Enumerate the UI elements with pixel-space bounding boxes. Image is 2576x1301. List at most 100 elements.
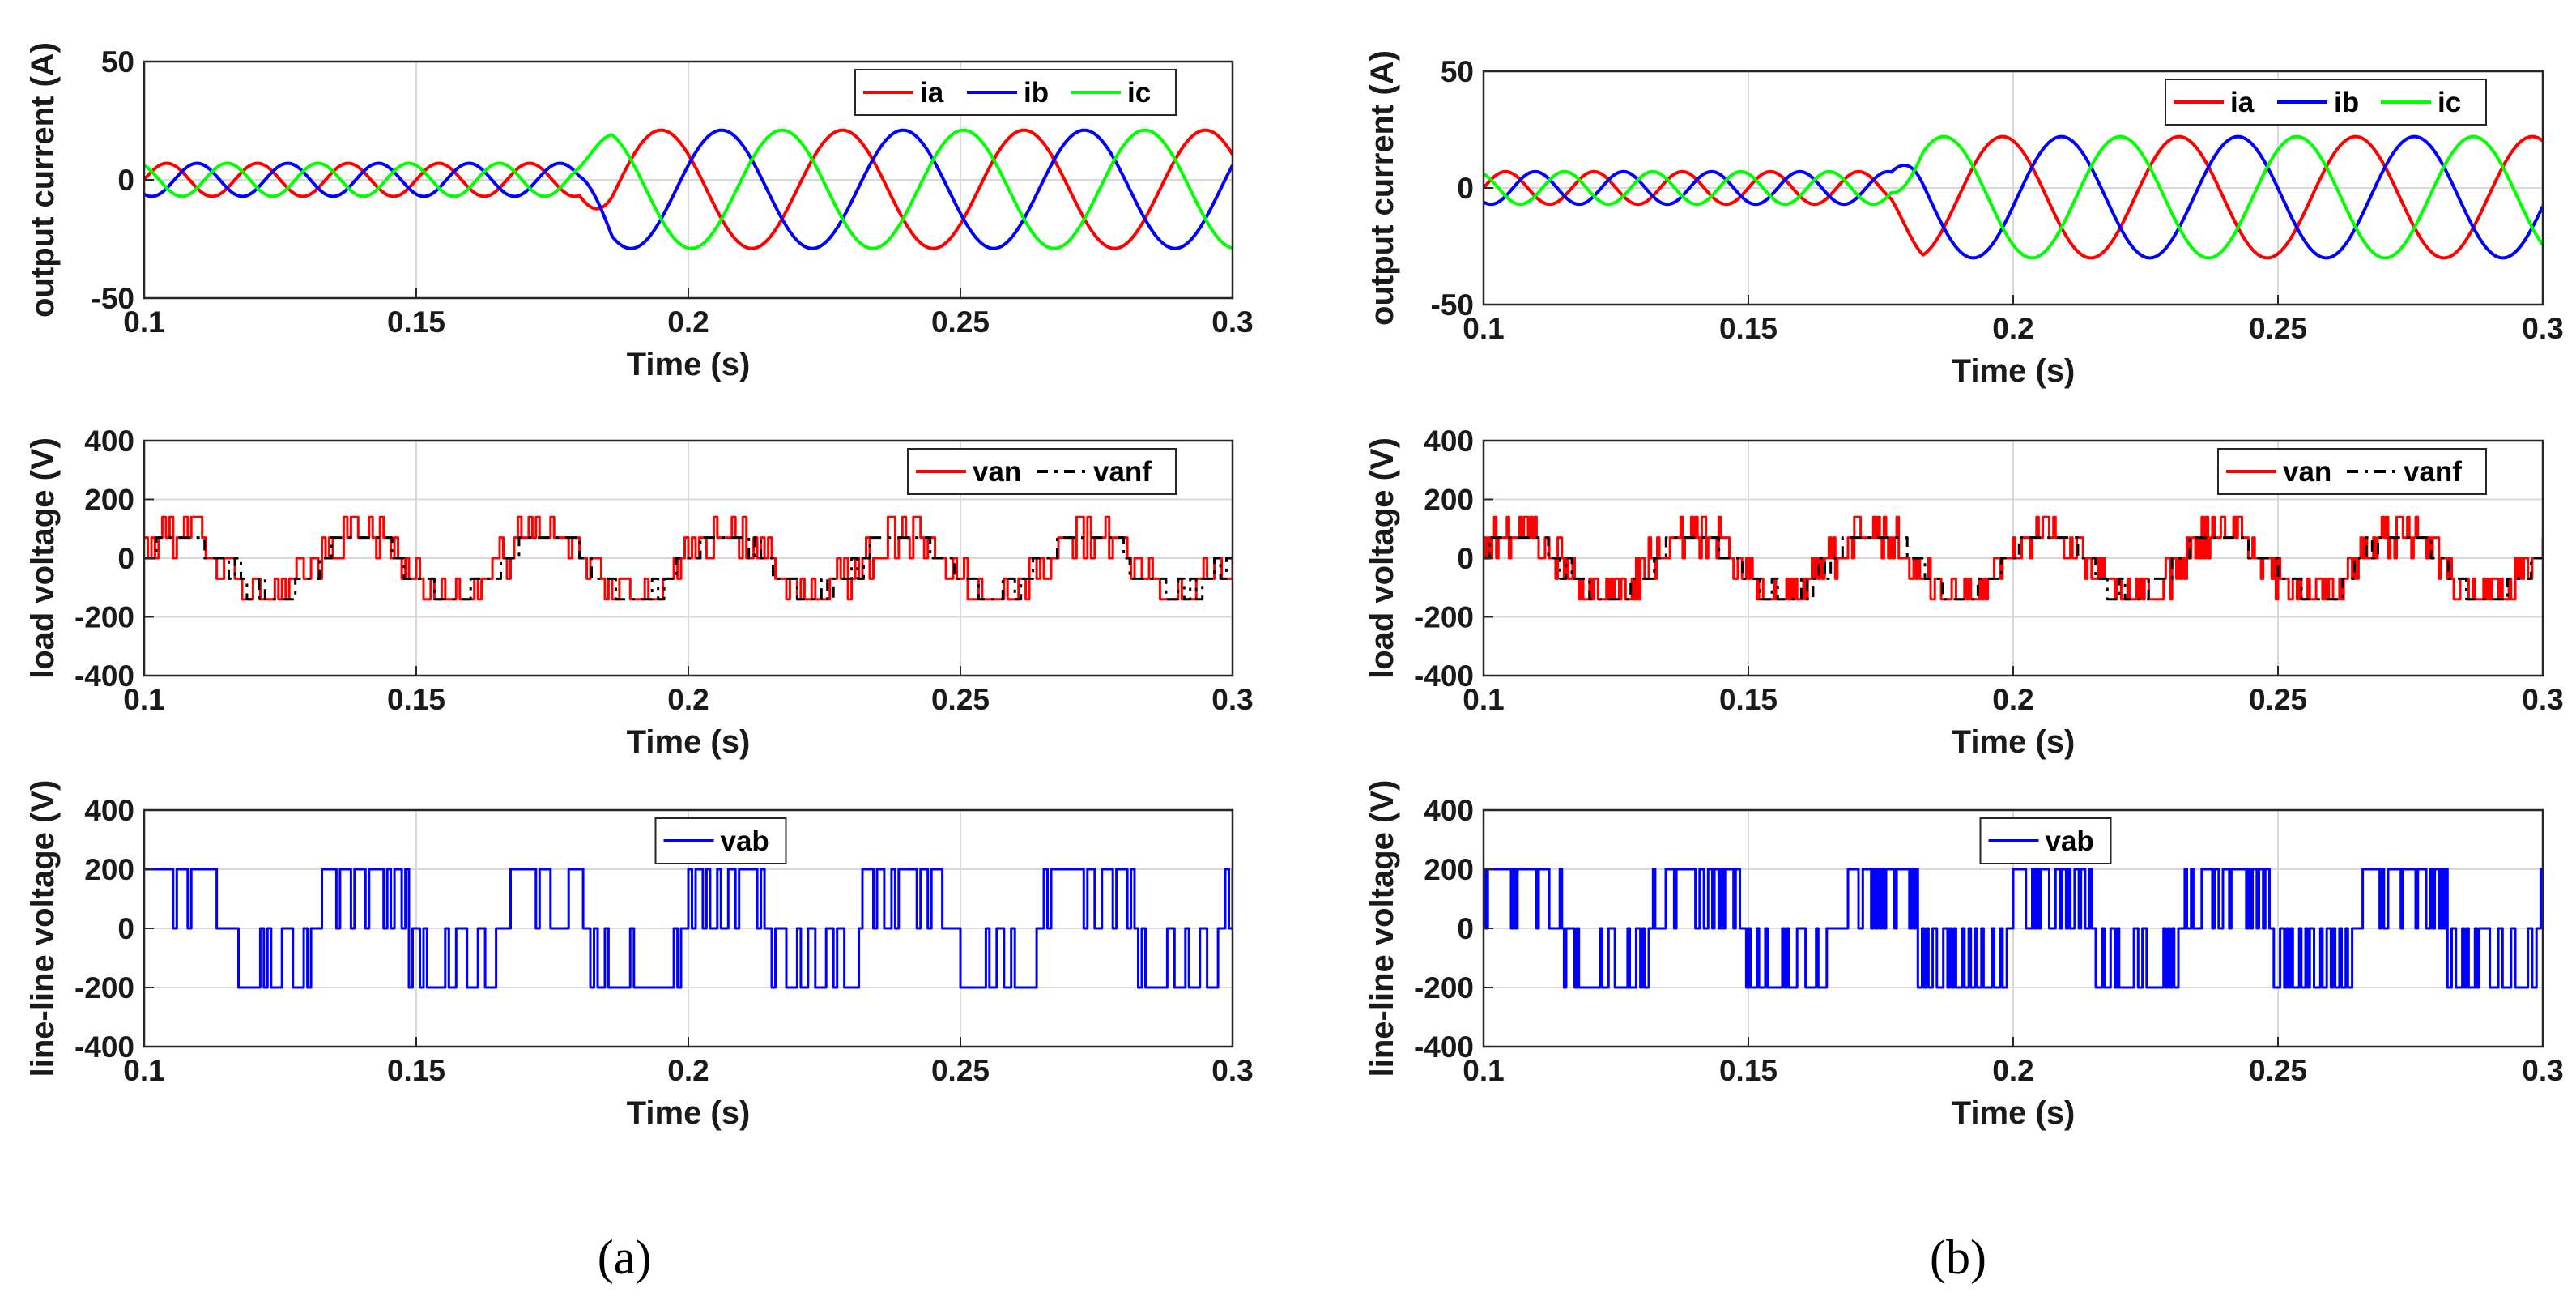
y-tick-label: 0: [117, 542, 134, 575]
x-tick-label: 0.3: [1211, 305, 1253, 339]
legend-label-ic: ic: [1127, 77, 1151, 109]
legend-label-vab: vab: [721, 825, 769, 857]
legend-label-ic: ic: [2438, 87, 2461, 118]
series-ib: [144, 128, 1233, 250]
legend-label-ia: ia: [920, 77, 944, 109]
x-tick-label: 0.2: [667, 305, 709, 339]
series-ic: [1484, 134, 2543, 260]
series-vab: [144, 868, 1233, 989]
y-tick-label: -50: [92, 282, 134, 315]
legend: vab: [654, 817, 787, 864]
series-ia: [144, 128, 1233, 250]
series-ic: [144, 128, 1233, 250]
y-tick-label: -400: [75, 659, 134, 693]
x-tick-label: 0.1: [123, 683, 164, 716]
x-tick-label: 0.1: [123, 1054, 164, 1087]
y-tick-label: 0: [1457, 912, 1474, 945]
chart-b-load: 0.1 0.15 0.2 0.25 0.3 -400 -200 0 200 400 Time (s)…: [1365, 424, 2564, 760]
y-tick-label: 400: [1424, 794, 1474, 827]
chart-b-lineline: 0.1 0.15 0.2 0.25 0.3 -400 -200 0 200 400 Time (s)…: [1365, 780, 2564, 1131]
x-tick-label: 0.25: [931, 683, 990, 716]
y-tick-label: -400: [1414, 1030, 1474, 1064]
series-vanf: [144, 536, 1233, 601]
x-axis-label: Time (s): [1952, 353, 2076, 389]
legend-label-ia: ia: [2230, 87, 2255, 118]
y-tick-label: 200: [1424, 484, 1474, 517]
series-vanf: [1484, 536, 2543, 601]
y-tick-label: 200: [84, 853, 134, 886]
y-tick-label: -200: [1414, 601, 1474, 634]
y-tick-label: -200: [1414, 971, 1474, 1005]
chart-a-lineline: 0.1 0.15 0.2 0.25 0.3 -400 -200 0 200 400 Time (s)…: [25, 780, 1254, 1131]
x-axis-label: Time (s): [627, 347, 751, 382]
y-axis-label: output current (A): [1365, 50, 1400, 326]
x-tick-label: 0.3: [1211, 683, 1253, 716]
series-ib: [1484, 134, 2543, 260]
legend-label-van: van: [2283, 456, 2331, 488]
legend-label-ib: ib: [1024, 77, 1049, 109]
x-tick-label: 0.2: [1992, 683, 2033, 716]
x-tick-label: 0.3: [2522, 683, 2563, 716]
x-tick-label: 0.25: [931, 1054, 990, 1087]
y-tick-label: -400: [1414, 659, 1474, 693]
y-axis-label: line-line voltage (V): [25, 780, 61, 1077]
y-tick-label: 200: [84, 484, 134, 517]
chart-a-current: 0.1 0.15 0.2 0.25 0.3 -50 0 50 Time (s) output cu…: [25, 42, 1254, 382]
x-tick-label: 0.15: [387, 305, 445, 339]
y-axis-label: load voltage (V): [25, 437, 61, 679]
series-vab: [1484, 868, 2543, 989]
x-tick-label: 0.15: [387, 1054, 445, 1087]
x-tick-label: 0.2: [667, 1054, 709, 1087]
x-tick-label: 0.1: [123, 305, 164, 339]
legend-label-vanf: vanf: [1093, 456, 1152, 488]
y-tick-label: -200: [75, 971, 134, 1005]
y-axis-label: load voltage (V): [1365, 437, 1400, 679]
x-tick-label: 0.1: [1463, 1054, 1504, 1087]
x-axis-label: Time (s): [1952, 1095, 2076, 1131]
x-tick-label: 0.15: [387, 683, 445, 716]
y-tick-label: 0: [1457, 542, 1474, 575]
x-tick-label: 0.1: [1463, 312, 1504, 345]
y-tick-label: -400: [75, 1030, 134, 1064]
y-tick-label: 50: [101, 45, 134, 79]
series-van: [1484, 515, 2543, 601]
y-axis-label: output current (A): [25, 42, 61, 318]
x-axis-label: Time (s): [627, 1095, 751, 1131]
x-tick-label: 0.2: [1992, 312, 2033, 345]
legend-label-vab: vab: [2046, 825, 2094, 857]
chart-a-load: 0.1 0.15 0.2 0.25 0.3 -400 -200 0 200 400 Time (s)…: [25, 424, 1254, 760]
y-tick-label: 400: [84, 794, 134, 827]
x-axis-label: Time (s): [627, 724, 751, 760]
y-axis-label: line-line voltage (V): [1365, 780, 1400, 1077]
series-ia: [1484, 134, 2543, 260]
legend: van vanf: [2217, 448, 2487, 495]
legend: van vanf: [907, 448, 1177, 495]
x-tick-label: 0.15: [1719, 683, 1778, 716]
legend-label-van: van: [973, 456, 1021, 488]
x-tick-label: 0.25: [931, 305, 990, 339]
x-tick-label: 0.2: [1992, 1054, 2033, 1087]
y-tick-label: 400: [1424, 424, 1474, 458]
y-tick-label: -50: [1431, 288, 1474, 322]
legend-label-ib: ib: [2334, 87, 2359, 118]
x-tick-label: 0.2: [667, 683, 709, 716]
y-tick-label: 0: [117, 912, 134, 945]
y-tick-label: 0: [117, 164, 134, 197]
y-tick-label: 200: [1424, 853, 1474, 886]
x-tick-label: 0.3: [2522, 312, 2563, 345]
caption-b: (b): [1930, 1231, 1986, 1284]
legend: vab: [1979, 817, 2112, 864]
chart-b-current: 0.1 0.15 0.2 0.25 0.3 -50 0 50 Time (s) output cu…: [1365, 50, 2564, 389]
x-tick-label: 0.15: [1719, 312, 1778, 345]
legend: ia ib ic: [854, 69, 1177, 116]
y-tick-label: 0: [1457, 172, 1474, 205]
y-tick-label: -200: [75, 601, 134, 634]
y-tick-label: 400: [84, 424, 134, 458]
x-tick-label: 0.25: [2249, 1054, 2307, 1087]
x-axis-label: Time (s): [1952, 724, 2076, 760]
x-tick-label: 0.25: [2249, 312, 2307, 345]
x-tick-label: 0.15: [1719, 1054, 1778, 1087]
legend: ia ib ic: [2165, 79, 2487, 126]
x-tick-label: 0.1: [1463, 683, 1504, 716]
